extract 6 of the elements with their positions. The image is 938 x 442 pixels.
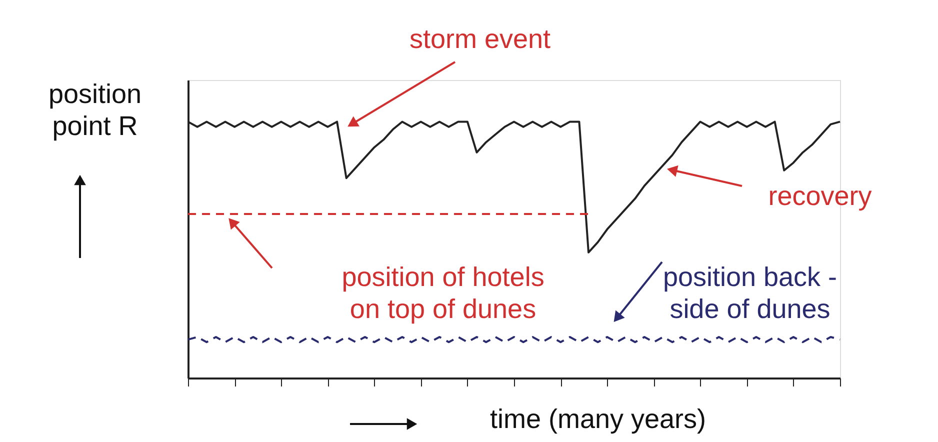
annotation: position back - side of dunes <box>662 262 838 324</box>
text: storm event <box>409 24 552 54</box>
annotation: position of hotels on top of dunes <box>342 262 544 324</box>
y-axis-title: position point R <box>48 79 142 141</box>
x-axis-title: time (many years) <box>490 404 706 434</box>
annotation: recovery <box>768 181 872 211</box>
